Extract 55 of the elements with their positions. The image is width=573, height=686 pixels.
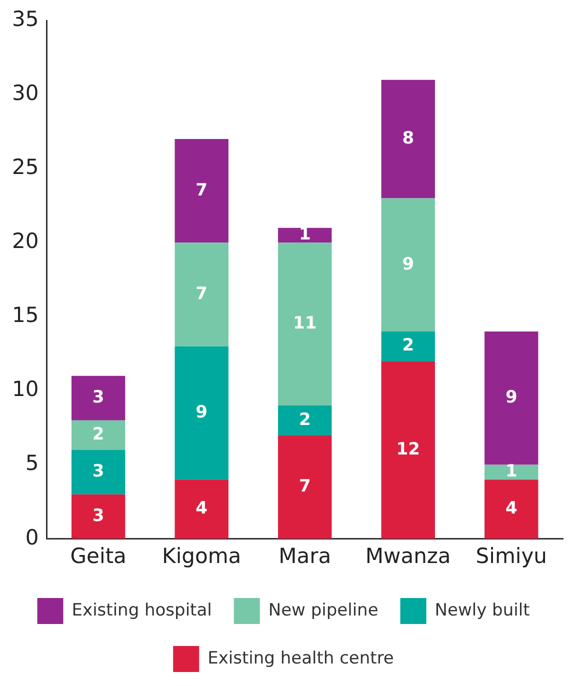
bar <box>484 464 538 480</box>
bar <box>174 480 228 539</box>
data-label: 2 <box>92 424 104 445</box>
data-label: 1 <box>505 462 518 482</box>
data-label: 12 <box>396 439 420 460</box>
data-label: 4 <box>505 498 518 519</box>
y-tick-label: 20 <box>12 229 39 254</box>
y-tick-label: 35 <box>12 7 39 32</box>
bar <box>381 198 435 332</box>
y-tick-label: 5 <box>25 451 39 476</box>
bar <box>278 228 332 243</box>
data-label: 3 <box>92 506 104 526</box>
bar <box>484 480 538 539</box>
data-label: 3 <box>92 388 104 408</box>
data-label: 2 <box>402 336 414 356</box>
x-tick-label: Mwanza <box>365 544 451 568</box>
bar <box>278 242 332 406</box>
bar <box>174 242 228 346</box>
data-label: 3 <box>92 462 104 482</box>
data-label: 9 <box>505 388 518 408</box>
data-label: 8 <box>402 128 414 148</box>
y-tick-label: 25 <box>12 155 39 180</box>
data-label: 7 <box>196 284 208 304</box>
bar <box>381 80 435 198</box>
bar <box>174 346 228 480</box>
legend-label: Existing hospital <box>72 600 212 620</box>
data-label: 9 <box>402 254 414 274</box>
legend-label: Existing health centre <box>208 648 394 668</box>
bar <box>72 376 126 420</box>
y-tick-label: 10 <box>12 377 39 402</box>
x-tick-label: Kigoma <box>162 544 242 568</box>
legend-label: New pipeline <box>268 600 378 620</box>
data-label: 11 <box>293 314 317 334</box>
bar <box>72 494 126 539</box>
data-label: 2 <box>298 410 311 430</box>
bar <box>72 450 126 494</box>
bar <box>381 361 435 539</box>
bar <box>484 332 538 465</box>
bar <box>278 406 332 436</box>
y-tick-label: 0 <box>25 525 39 550</box>
x-tick-label: Mara <box>278 544 332 568</box>
bar <box>381 332 435 362</box>
x-tick-label: Simiyu <box>476 544 547 568</box>
data-label: 4 <box>196 498 208 519</box>
x-tick-label: Geita <box>70 544 126 568</box>
data-label: 7 <box>196 180 208 200</box>
y-tick-label: 30 <box>12 81 39 106</box>
y-tick-label: 15 <box>12 303 39 328</box>
legend-label: Newly built <box>434 600 530 620</box>
data-label: 1 <box>298 224 311 245</box>
bar <box>278 435 332 539</box>
data-label: 9 <box>196 402 208 422</box>
bar <box>72 420 126 450</box>
data-label: 7 <box>298 476 311 496</box>
bar <box>174 139 228 243</box>
